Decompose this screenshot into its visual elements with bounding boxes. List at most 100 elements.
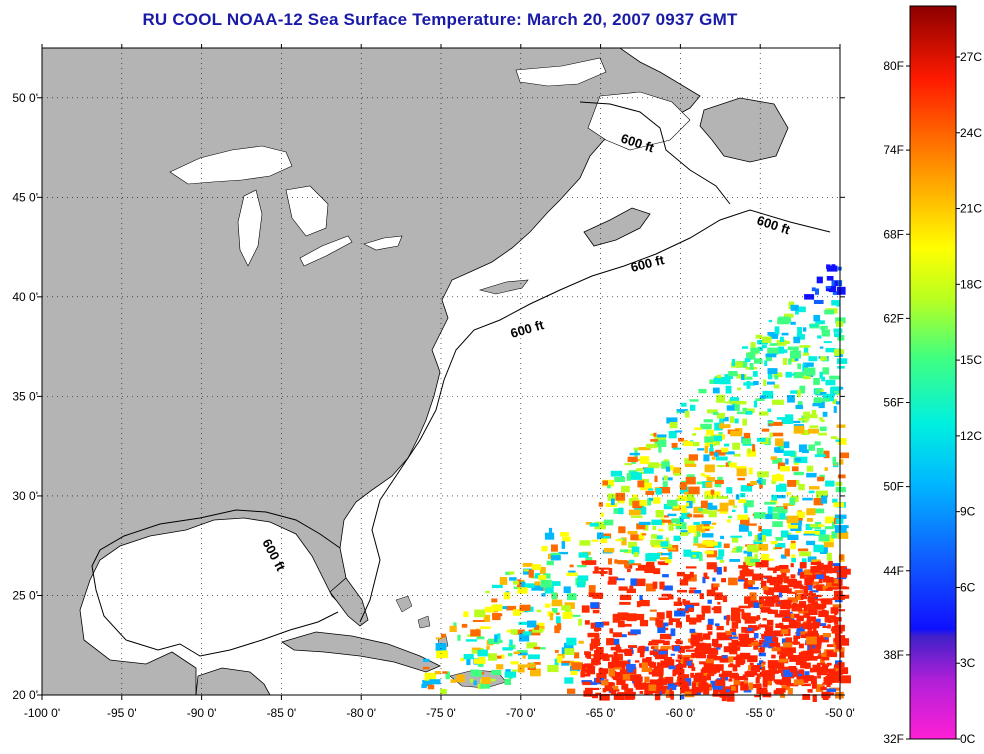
sst-pixel [424, 672, 437, 681]
sst-pixel [435, 637, 443, 640]
sst-pixel [787, 395, 795, 403]
sst-pixel [689, 587, 697, 590]
sst-pixel [655, 651, 666, 660]
sst-pixel [836, 358, 848, 364]
sst-pixel [684, 458, 695, 465]
sst-pixel [710, 443, 713, 449]
sst-pixel [706, 624, 713, 631]
sst-pixel [647, 497, 652, 506]
sst-pixel [790, 613, 795, 619]
shelf-contour-gulf [91, 509, 341, 657]
sst-pixel [496, 664, 504, 670]
sst-pixel [534, 624, 540, 630]
sst-pixel [628, 559, 635, 565]
sst-pixel [728, 642, 734, 648]
sst-pixel [556, 616, 561, 624]
sst-pixel [754, 626, 760, 630]
sst-pixel [517, 587, 528, 594]
sst-pixel [787, 534, 799, 540]
sst-pixel [506, 605, 517, 611]
sst-pixel [785, 340, 790, 344]
sst-pixel [745, 410, 753, 415]
sst-pixel [821, 419, 825, 423]
sst-pixel [820, 599, 830, 603]
sst-pixel [768, 421, 775, 424]
sst-pixel [677, 654, 683, 659]
sst-pixel [811, 648, 821, 653]
sst-pixel [790, 543, 796, 550]
sst-pixel [461, 623, 468, 628]
sst-pixel [658, 690, 662, 695]
sst-pixel [672, 467, 682, 475]
colorbar-label-c: 12C [960, 429, 982, 443]
lake-superior [169, 145, 293, 185]
sst-pixel [809, 591, 813, 595]
sst-pixel [811, 623, 821, 627]
sst-pixel [834, 514, 847, 519]
sst-pixel [815, 388, 821, 395]
sst-pixel [820, 653, 830, 657]
sst-pixel [714, 452, 719, 457]
sst-pixel [619, 669, 628, 675]
colorbar-label-f: 38F [883, 648, 904, 662]
sst-pixel [761, 554, 770, 562]
sst-pixel [531, 585, 544, 591]
sst-pixel [700, 675, 707, 684]
sst-pixel [617, 649, 625, 653]
sst-pixel [837, 662, 845, 668]
sst-pixel [656, 612, 665, 620]
sst-pixel [740, 639, 752, 645]
sst-pixel [422, 679, 433, 687]
hudson-bay-inlet [515, 57, 607, 87]
sst-pixel [777, 509, 788, 514]
sst-pixel [670, 686, 677, 690]
sst-pixel [767, 558, 774, 561]
colorbar-label-c: 15C [960, 353, 982, 367]
sst-pixel [771, 399, 784, 405]
sst-pixel [811, 409, 817, 416]
sst-pixel [613, 508, 619, 514]
sst-pixel [833, 652, 838, 657]
sst-pixel [753, 400, 758, 408]
sst-pixel [690, 404, 696, 411]
sst-pixel [615, 539, 623, 542]
sst-pixel [699, 593, 704, 600]
sst-pixel [643, 467, 654, 474]
sst-pixel [435, 643, 447, 651]
sst-pixel [675, 498, 685, 501]
sst-pixel [599, 693, 610, 701]
sst-pixel [677, 664, 687, 668]
sst-pixel [767, 368, 778, 374]
sst-pixel [820, 356, 827, 361]
sst-pixel [641, 646, 646, 651]
sst-pixel [797, 673, 803, 677]
sst-pixel [687, 689, 696, 692]
sst-pixel [713, 656, 725, 661]
sst-pixel [665, 659, 675, 668]
sst-pixel [677, 679, 685, 687]
colorbar-label-f: 32F [883, 732, 904, 746]
sst-pixel [818, 534, 830, 542]
sst-pixel [714, 479, 724, 484]
sst-pixel [767, 601, 775, 607]
sst-pixel [825, 577, 834, 582]
sst-pixel [769, 334, 778, 339]
sst-pixel [719, 377, 731, 385]
latitude-labels: 20 0' 25 0' 30 0' 35 0' 40 0' 45 0' 50 0' [12, 91, 38, 702]
sst-pixel [693, 514, 704, 518]
sst-pixel [598, 567, 610, 570]
sst-pixel [752, 665, 760, 673]
sst-pixel [718, 549, 725, 557]
sst-pixel [603, 519, 614, 526]
sst-pixel [509, 577, 517, 581]
sst-pixel [592, 610, 600, 614]
sst-pixel [653, 432, 657, 437]
lon-tick-label: -50 0' [825, 706, 855, 720]
sst-pixel [824, 309, 834, 315]
sst-pixel [810, 581, 820, 585]
sst-pixel [421, 683, 427, 689]
sst-pixel [603, 653, 608, 657]
sst-pixel [756, 479, 762, 484]
sst-pixel [769, 343, 778, 346]
sst-pixel [524, 583, 535, 588]
